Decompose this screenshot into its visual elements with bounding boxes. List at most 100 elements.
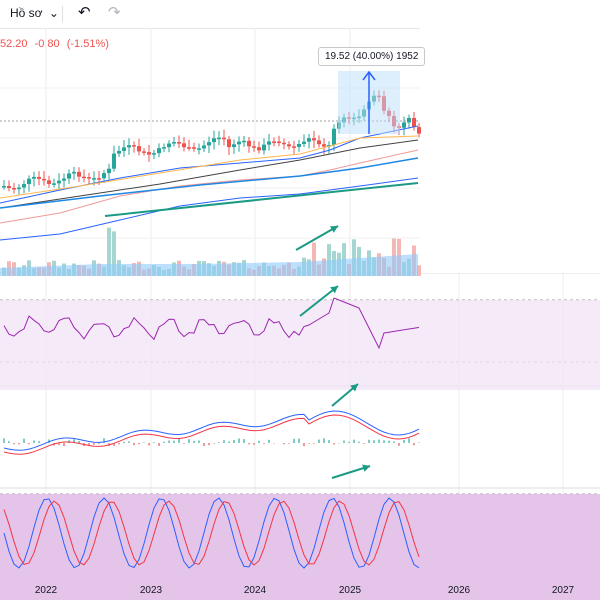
- candle: [252, 146, 256, 148]
- candle: [162, 147, 166, 149]
- candle: [227, 139, 231, 148]
- candle: [412, 117, 416, 128]
- candle: [32, 176, 36, 179]
- candle: [77, 171, 81, 177]
- trend-arrow-head: [330, 286, 338, 294]
- candle: [182, 143, 186, 148]
- candle: [42, 178, 46, 181]
- undo-icon[interactable]: ↶: [78, 4, 91, 21]
- candle: [257, 147, 261, 151]
- candle: [417, 127, 421, 134]
- candle: [87, 177, 91, 179]
- candle: [142, 151, 146, 153]
- bollinger-lower: [0, 177, 419, 241]
- volume-bar: [107, 227, 111, 276]
- volume-bar: [417, 265, 421, 276]
- profile-menu[interactable]: Hồ sơ ⌄: [10, 6, 59, 20]
- candle: [272, 141, 276, 143]
- trend-arrow-head: [330, 226, 338, 233]
- candle: [22, 184, 26, 188]
- candle: [37, 176, 41, 179]
- chevron-down-icon: ⌄: [48, 6, 59, 20]
- candle: [192, 147, 196, 149]
- candle: [177, 142, 181, 144]
- rsi-line: [3, 297, 420, 350]
- candle: [247, 140, 251, 147]
- candle: [292, 146, 296, 148]
- measure-arrow-head: [362, 70, 376, 81]
- candle: [407, 117, 411, 123]
- profile-label: Hồ sơ: [10, 6, 43, 20]
- candle: [147, 152, 151, 155]
- candle: [322, 144, 326, 147]
- redo-icon[interactable]: ↷: [108, 4, 121, 21]
- candle: [157, 148, 161, 154]
- candle: [217, 137, 221, 140]
- candle: [47, 180, 51, 184]
- rsi-band: [0, 300, 600, 390]
- volume-bar: [352, 239, 356, 276]
- candle: [52, 183, 56, 185]
- trend-arrow-head: [350, 384, 358, 392]
- candle: [287, 144, 291, 147]
- signal-line: [3, 414, 420, 455]
- candle: [122, 147, 126, 151]
- candle: [92, 178, 96, 180]
- x-tick-label: 2025: [339, 585, 362, 596]
- candle: [212, 138, 216, 143]
- candle: [232, 144, 236, 148]
- candle: [127, 145, 131, 148]
- candle: [242, 140, 246, 143]
- legend-price: 52.20: [0, 38, 28, 50]
- stoch-band: [0, 494, 600, 600]
- measure-tooltip: 19.52 (40.00%) 1952: [318, 47, 426, 66]
- price-legend: 52.20 -0.80 (-1.51%): [0, 38, 113, 50]
- x-tick-label: 2026: [448, 585, 471, 596]
- bollinger-mid: [0, 149, 419, 224]
- x-tick-label: 2027: [552, 585, 575, 596]
- x-tick-label: 2022: [35, 585, 58, 596]
- candle: [72, 171, 76, 174]
- legend-change-pct: (-1.51%): [66, 38, 109, 50]
- candle: [97, 178, 101, 180]
- candle: [187, 147, 191, 149]
- candle: [102, 173, 106, 179]
- volume-ma-area: [0, 254, 418, 276]
- candle: [262, 144, 266, 151]
- candle: [297, 144, 301, 147]
- candle: [317, 140, 321, 145]
- trend-arrow: [299, 285, 339, 317]
- candle: [202, 145, 206, 149]
- rsi-pane: [3, 297, 420, 350]
- candle: [152, 153, 156, 155]
- candle: [57, 180, 61, 184]
- ma-long: [0, 139, 419, 209]
- chart-canvas[interactable]: 2022 2023 2024 2025 2026 2027: [0, 28, 600, 600]
- ma-200: [0, 157, 419, 209]
- candle: [197, 148, 201, 150]
- candle: [27, 178, 31, 185]
- candle: [307, 138, 311, 142]
- candle: [137, 146, 141, 152]
- candle: [332, 128, 336, 145]
- candle: [207, 142, 211, 146]
- candle: [112, 153, 116, 169]
- candle: [222, 137, 226, 140]
- volume-bar: [327, 244, 331, 276]
- candle: [267, 141, 271, 145]
- candle: [82, 176, 86, 179]
- stoch-d-line: [3, 500, 420, 566]
- candle: [12, 188, 16, 190]
- price-pane: [0, 70, 421, 241]
- candle: [2, 185, 6, 188]
- candle: [132, 145, 136, 147]
- candle: [302, 141, 306, 145]
- grid-lines: [0, 28, 600, 576]
- candle: [167, 143, 171, 148]
- trend-arrows: [295, 225, 371, 479]
- stoch-k-line: [3, 497, 420, 569]
- x-tick-label: 2023: [140, 585, 163, 596]
- candle: [17, 187, 21, 190]
- toolbar-divider: [62, 6, 63, 22]
- candle: [62, 178, 66, 181]
